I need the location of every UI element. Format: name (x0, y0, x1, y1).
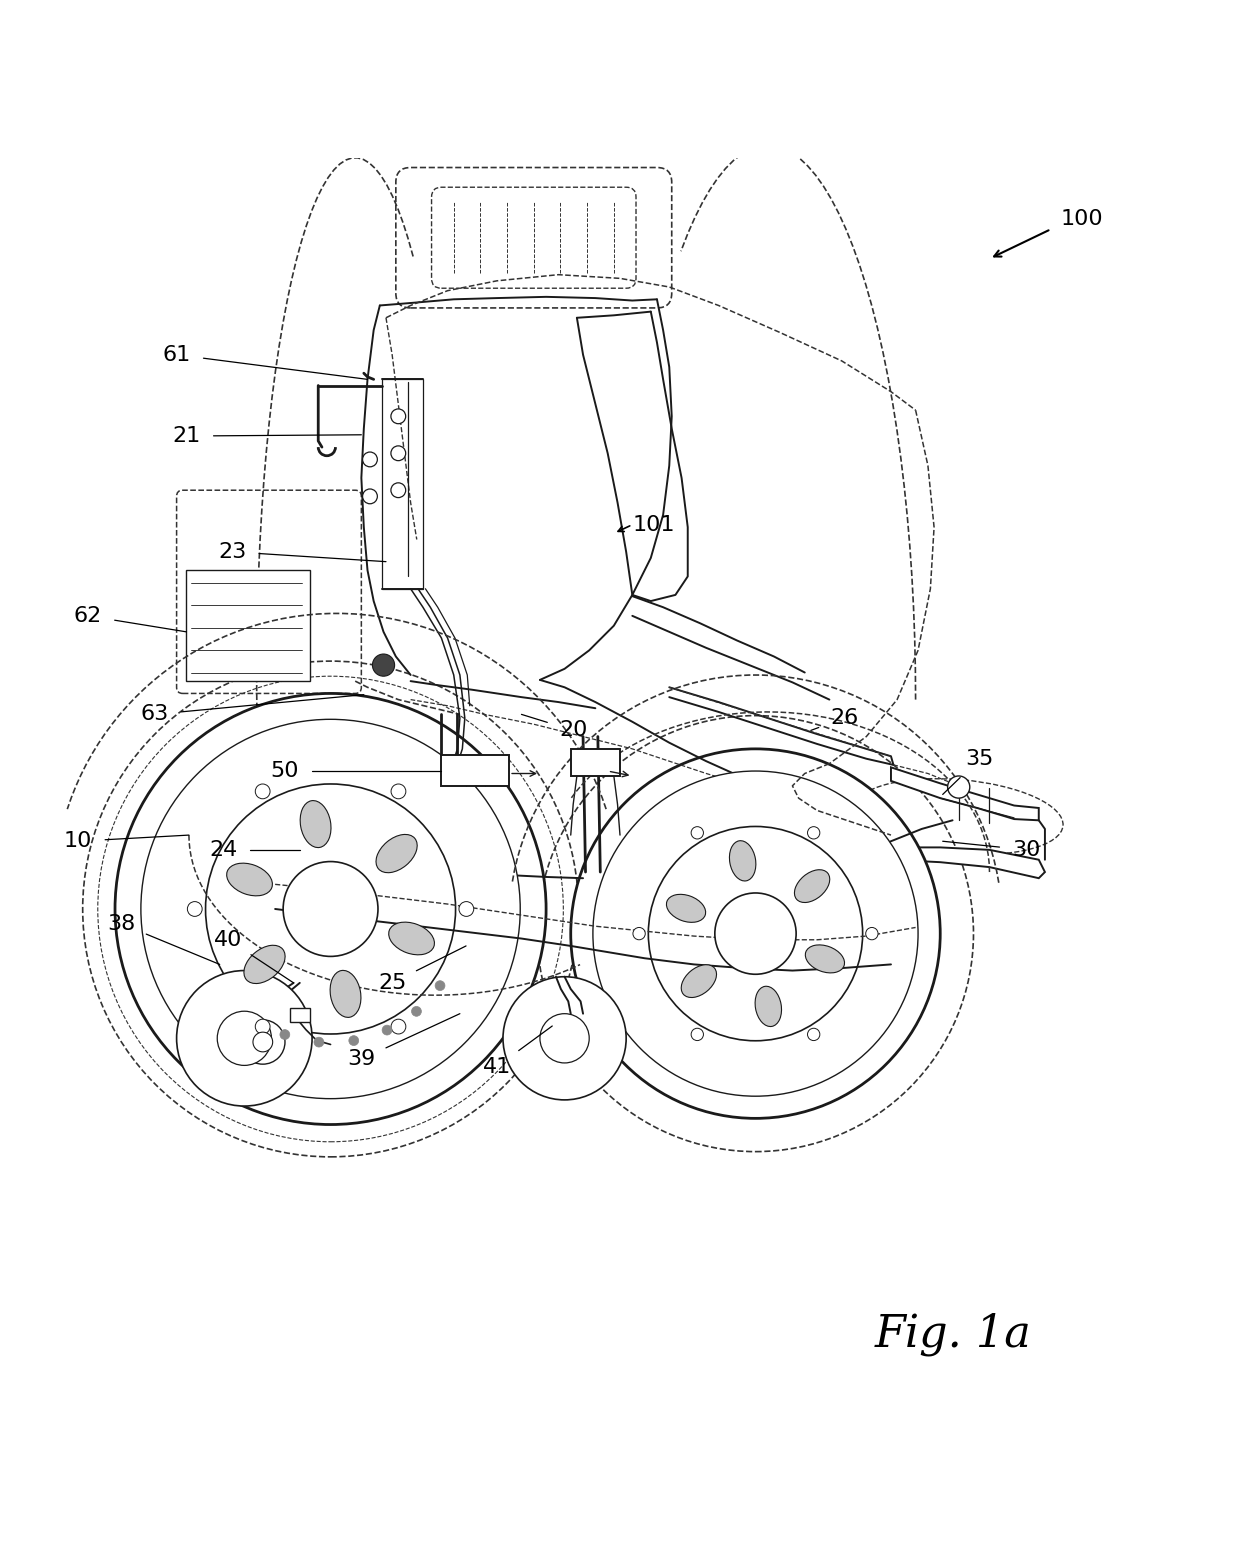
Circle shape (807, 826, 820, 838)
Circle shape (503, 976, 626, 1100)
Ellipse shape (244, 945, 285, 984)
Text: 25: 25 (378, 973, 407, 993)
Text: 100: 100 (1061, 209, 1104, 229)
Circle shape (714, 893, 796, 975)
Text: 35: 35 (966, 749, 993, 769)
Text: 62: 62 (74, 606, 102, 627)
Circle shape (691, 826, 703, 838)
Text: 10: 10 (64, 831, 92, 851)
Ellipse shape (681, 965, 717, 998)
Circle shape (280, 1030, 290, 1040)
Circle shape (241, 1019, 285, 1064)
Circle shape (459, 902, 474, 916)
Text: 63: 63 (140, 704, 169, 724)
Ellipse shape (300, 801, 331, 848)
Polygon shape (858, 848, 1045, 879)
Ellipse shape (330, 970, 361, 1018)
Text: 26: 26 (830, 709, 858, 729)
Ellipse shape (755, 987, 781, 1027)
Circle shape (115, 693, 546, 1125)
Circle shape (255, 784, 270, 798)
Circle shape (691, 1029, 703, 1041)
Circle shape (362, 489, 377, 504)
Ellipse shape (388, 922, 434, 954)
Circle shape (372, 654, 394, 676)
Ellipse shape (227, 863, 273, 896)
Circle shape (570, 749, 940, 1118)
Circle shape (283, 862, 378, 956)
Bar (570, 749, 620, 777)
Ellipse shape (729, 840, 756, 880)
Circle shape (362, 452, 377, 467)
Circle shape (391, 483, 405, 498)
Ellipse shape (376, 834, 417, 873)
Circle shape (206, 784, 455, 1033)
Circle shape (947, 777, 970, 798)
Polygon shape (382, 379, 423, 589)
Circle shape (314, 1036, 324, 1047)
Polygon shape (892, 767, 1039, 820)
Circle shape (253, 1032, 273, 1052)
Text: Fig. 1a: Fig. 1a (874, 1312, 1030, 1355)
Text: 21: 21 (172, 425, 201, 446)
Ellipse shape (666, 894, 706, 922)
Ellipse shape (805, 945, 844, 973)
Text: 41: 41 (482, 1057, 511, 1077)
Circle shape (187, 902, 202, 916)
Circle shape (141, 719, 521, 1098)
Circle shape (391, 784, 405, 798)
Circle shape (649, 826, 863, 1041)
Circle shape (255, 1019, 270, 1033)
Text: 38: 38 (107, 914, 135, 934)
Circle shape (391, 446, 405, 461)
Text: 61: 61 (162, 345, 191, 365)
Text: 40: 40 (215, 930, 243, 950)
Text: 24: 24 (210, 840, 238, 860)
Text: 30: 30 (1012, 840, 1040, 860)
Circle shape (866, 928, 878, 939)
Text: 23: 23 (218, 541, 247, 562)
Text: 50: 50 (270, 761, 299, 781)
Circle shape (632, 928, 645, 939)
Circle shape (391, 408, 405, 424)
Text: 20: 20 (559, 721, 588, 741)
Circle shape (217, 1012, 272, 1066)
Circle shape (412, 1007, 422, 1016)
Bar (441, 755, 510, 786)
Circle shape (593, 770, 918, 1097)
Text: 101: 101 (632, 515, 675, 535)
Circle shape (382, 1026, 392, 1035)
Circle shape (807, 1029, 820, 1041)
Circle shape (539, 1013, 589, 1063)
Circle shape (176, 970, 312, 1106)
Polygon shape (290, 1007, 310, 1023)
Circle shape (435, 981, 445, 990)
Circle shape (348, 1035, 358, 1046)
Ellipse shape (795, 869, 830, 902)
Bar (186, 571, 310, 681)
Text: 39: 39 (347, 1049, 376, 1069)
Circle shape (391, 1019, 405, 1033)
